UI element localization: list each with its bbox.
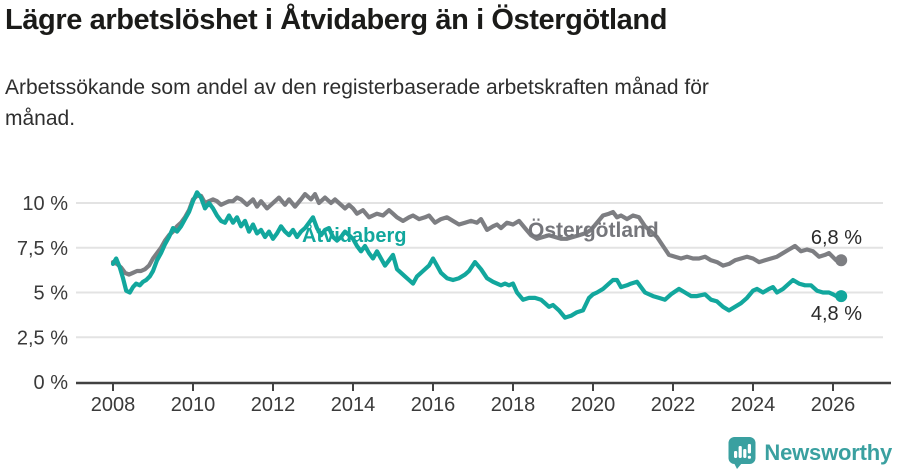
y-axis-label: 7,5 % [17, 238, 68, 260]
value-label-ostergotland: 6,8 % [810, 227, 862, 249]
x-axis-label: 2024 [731, 394, 776, 416]
series-end-dot-atvidaberg [835, 290, 848, 303]
x-axis-label: 2010 [171, 394, 216, 416]
x-axis-label: 2016 [411, 394, 456, 416]
series-line-atvidaberg [110, 190, 839, 320]
x-axis-label: 2018 [491, 394, 536, 416]
y-axis-label: 10 % [22, 193, 68, 215]
series-label-atvidaberg: Åtvidaberg [302, 225, 407, 247]
y-axis-label: 0 % [34, 372, 69, 394]
y-axis-label: 5 % [34, 283, 69, 305]
subtitle-line-1: Arbetssökande som andel av den registerb… [5, 76, 709, 99]
y-axis-label: 2,5 % [17, 327, 68, 349]
logo-chart-bubble-icon [728, 437, 756, 469]
x-axis-label: 2020 [571, 394, 616, 416]
series-label-ostergotland: Östergötland [528, 219, 659, 242]
newsworthy-logo: Newsworthy [728, 436, 892, 469]
series-line-ostergotland [110, 192, 839, 277]
logo-brand-text: Newsworthy [764, 439, 892, 465]
x-axis-label: 2022 [651, 394, 696, 416]
x-axis-label: 2026 [811, 394, 856, 416]
subtitle-line-2: månad. [5, 107, 76, 130]
x-axis-label: 2014 [331, 394, 376, 416]
series-end-dot-ostergotland [835, 254, 848, 267]
page-title: Lägre arbetslöshet i Åtvidaberg än i Öst… [5, 4, 668, 36]
x-axis-label: 2012 [251, 394, 296, 416]
x-axis-label: 2008 [91, 394, 136, 416]
page-subtitle: Arbetssökande som andel av den registerb… [5, 72, 709, 134]
value-label-atvidaberg: 4,8 % [810, 303, 862, 325]
